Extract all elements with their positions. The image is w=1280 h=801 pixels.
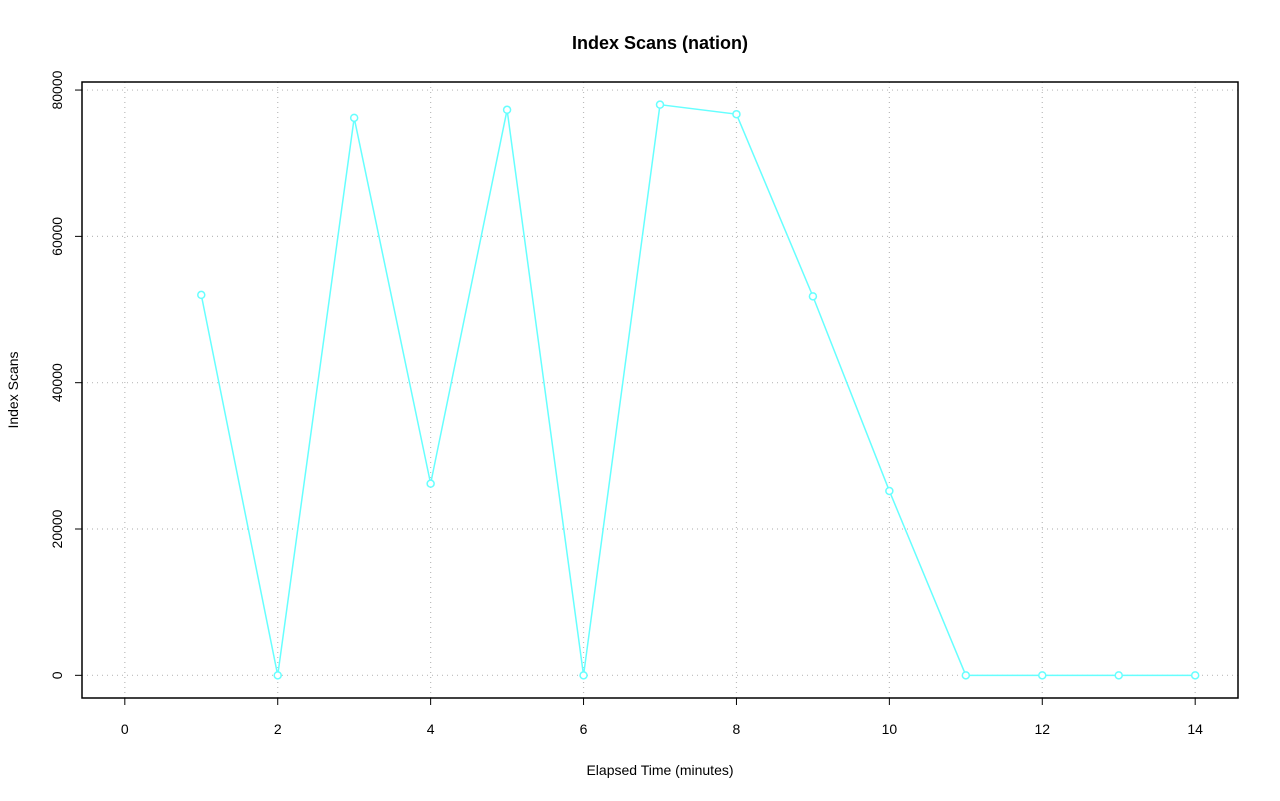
data-point: [808, 292, 818, 301]
data-point: [655, 100, 665, 109]
x-tick-label: 12: [1034, 721, 1050, 737]
y-tick-label: 20000: [49, 509, 65, 548]
data-point: [273, 671, 282, 680]
data-point: [1190, 671, 1200, 680]
x-tick-label: 4: [427, 721, 435, 737]
chart-title: Index Scans (nation): [572, 33, 748, 53]
data-point: [502, 105, 512, 115]
y-tick-label: 80000: [49, 70, 65, 109]
x-tick-label: 14: [1187, 721, 1203, 737]
data-point: [197, 290, 206, 300]
data-point: [579, 671, 588, 680]
x-tick-label: 10: [882, 721, 898, 737]
x-tick-label: 6: [580, 721, 588, 737]
x-tick-label: 2: [274, 721, 282, 737]
series-line: [200, 103, 1196, 677]
x-axis-label: Elapsed Time (minutes): [586, 762, 733, 778]
y-axis-label: Index Scans: [5, 351, 21, 428]
data-point: [732, 109, 741, 119]
data-point: [1038, 671, 1047, 680]
y-tick-label: 40000: [49, 363, 65, 402]
data-point: [961, 671, 971, 680]
y-tick-label: 0: [49, 671, 65, 679]
x-tick-label: 8: [733, 721, 741, 737]
data-point: [1114, 671, 1123, 680]
data-point: [426, 479, 435, 488]
data-point: [349, 113, 359, 123]
plot-frame: [81, 81, 1239, 699]
data-point: [885, 486, 894, 496]
x-tick-label: 0: [121, 721, 129, 737]
y-tick-label: 60000: [49, 217, 65, 256]
